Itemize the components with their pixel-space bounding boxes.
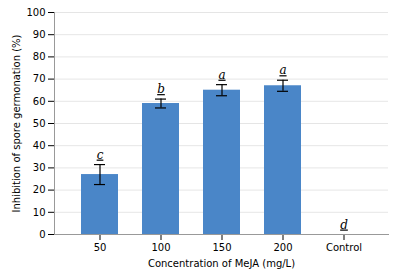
svg-text:30: 30 [33, 162, 46, 173]
svg-text:0: 0 [39, 229, 45, 240]
svg-text:100: 100 [151, 242, 170, 253]
svg-text:50: 50 [33, 118, 46, 129]
svg-text:50: 50 [94, 242, 107, 253]
svg-text:a: a [218, 68, 225, 82]
svg-text:Inhibition of spore germonatio: Inhibition of spore germonation (%) [11, 34, 22, 212]
svg-text:Concentration of MeJA (mg/L): Concentration of MeJA (mg/L) [148, 258, 295, 269]
svg-text:Control: Control [326, 242, 362, 253]
svg-text:80: 80 [33, 51, 46, 62]
svg-text:b: b [157, 82, 165, 96]
svg-text:c: c [97, 148, 104, 162]
svg-text:a: a [279, 63, 286, 77]
svg-text:200: 200 [273, 242, 292, 253]
svg-text:90: 90 [33, 29, 46, 40]
svg-text:100: 100 [26, 7, 45, 18]
svg-text:d: d [340, 218, 348, 232]
svg-text:70: 70 [33, 73, 46, 84]
svg-text:40: 40 [33, 140, 46, 151]
svg-text:60: 60 [33, 96, 46, 107]
svg-text:10: 10 [33, 207, 46, 218]
svg-text:150: 150 [212, 242, 231, 253]
svg-text:20: 20 [33, 184, 46, 195]
